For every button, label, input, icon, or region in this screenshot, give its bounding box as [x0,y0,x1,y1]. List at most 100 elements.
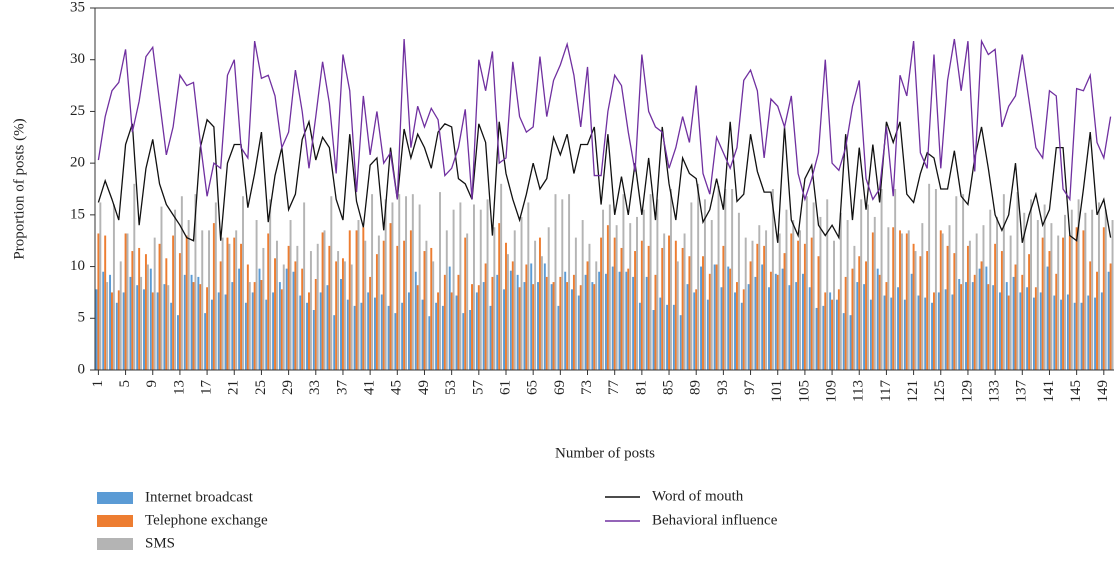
bar [799,230,802,370]
bar [1064,214,1066,370]
bar [900,233,903,370]
bar [543,263,546,370]
bar [613,237,616,370]
bar [149,268,152,370]
bar [204,313,207,370]
bar [509,270,512,370]
bar [747,284,750,370]
bar [151,292,154,370]
bar [109,274,112,370]
x-tick-label: 61 [497,380,513,395]
bar [557,305,560,370]
bar [1026,287,1029,370]
bar [697,183,700,370]
bar [199,284,202,370]
bar [661,247,664,370]
bar [282,264,285,370]
bar [636,216,638,370]
bar [258,268,261,370]
bar [919,256,922,370]
bar [484,263,487,370]
x-tick-label: 1 [90,380,106,388]
bar [686,284,689,370]
legend-label: Word of mouth [652,488,744,504]
bar [971,282,974,370]
x-tick-label: 73 [579,380,595,395]
bar [663,233,666,370]
bar [1062,237,1065,370]
bar [550,284,553,370]
bar [846,220,849,370]
bar [783,253,786,370]
bar [274,258,276,370]
x-tick-label: 69 [552,380,568,395]
bar [774,273,777,370]
bar [1070,209,1073,370]
bar [1036,220,1039,370]
bar [683,233,686,370]
bar [1000,251,1003,370]
x-tick-label: 9 [144,380,160,388]
bar [294,261,297,370]
x-tick-label: 65 [525,380,541,395]
bar [672,304,675,370]
bar [815,307,818,370]
bar [907,230,910,370]
bar [177,315,179,370]
bar [978,268,981,370]
bar [710,220,713,370]
bar [654,274,657,370]
bar [839,212,842,370]
bar [584,274,587,370]
bar [975,233,978,370]
bar [265,299,268,370]
bar [917,295,920,370]
bar [965,282,967,370]
bar [452,209,455,370]
bar [640,240,643,370]
bar [615,225,618,370]
bar [131,251,134,370]
bar [371,194,374,370]
bar [1102,227,1105,370]
bar [842,313,845,370]
bar [341,258,344,370]
x-tick-label: 121 [905,380,921,403]
bar [212,223,215,370]
bar [966,245,969,370]
bar [566,282,569,370]
bar [491,276,494,370]
bar [790,233,793,370]
bar [360,302,363,370]
bar [992,285,995,370]
bar [860,199,863,370]
bar [369,276,372,370]
bar [890,297,893,370]
bar [321,232,324,370]
y-axis-title: Proportion of posts (%) [11,118,27,259]
bar [638,302,641,370]
bar [380,294,383,370]
bar [1089,261,1092,370]
bar [734,292,736,370]
bar [111,292,113,370]
bar [826,199,829,370]
bar [740,302,743,370]
bar [122,292,125,370]
bar [545,276,548,370]
bar [104,235,107,370]
bar [95,289,98,370]
bar [140,276,143,370]
bar [982,225,985,370]
bar [897,287,900,370]
bar [727,266,730,370]
bar [1111,220,1114,370]
x-tick-label: 129 [959,380,975,403]
x-tick-label: 125 [932,380,948,403]
bar [1082,230,1085,370]
bar [788,285,791,370]
bar [523,282,526,370]
bar [428,316,431,370]
